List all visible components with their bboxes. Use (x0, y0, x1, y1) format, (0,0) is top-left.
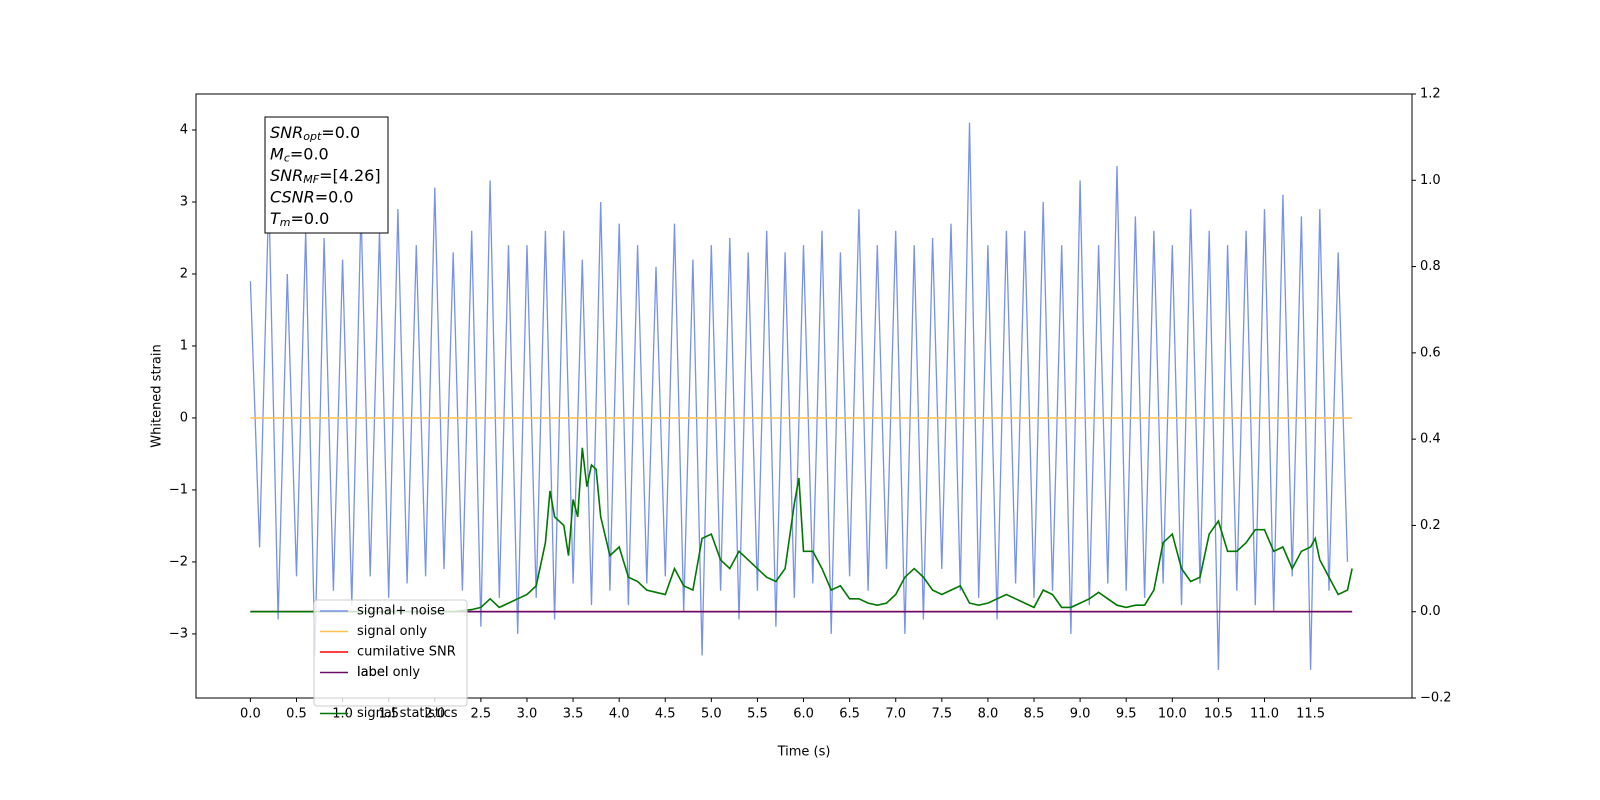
legend-label: cumilative SNR (357, 645, 456, 660)
stats-name: SNR (270, 123, 303, 142)
y2-tick-label: 0.0 (1420, 604, 1441, 619)
y-axis-label: Whitened strain (150, 344, 165, 447)
stats-value: =0.0 (291, 209, 330, 228)
stats-entry: Tm=0.0 (270, 209, 329, 230)
legend: label only signal+ noise signal only cumila… (313, 599, 468, 721)
y2-tick-label: 0.8 (1420, 259, 1441, 274)
stats-value: =0.0 (321, 123, 360, 142)
stats-value: =0.0 (315, 187, 354, 206)
y-tick-label: −2 (169, 554, 188, 569)
x-tick-label: 6.0 (793, 707, 814, 722)
legend-label: signal+ noise (357, 604, 445, 619)
x-tick-label: 11.0 (1250, 707, 1279, 722)
legend-label: signal only (357, 624, 427, 639)
stats-entry: Mc=0.0 (270, 144, 329, 165)
x-tick-label: 2.5 (471, 707, 492, 722)
stats-sub: c (284, 152, 290, 165)
series-line (249, 122, 1349, 670)
x-tick-label: 8.5 (1024, 707, 1045, 722)
y2-tick-label: 0.2 (1420, 518, 1441, 533)
x-tick-label: 11.5 (1296, 707, 1325, 722)
stats-value: =0.0 (290, 144, 329, 163)
x-tick-label: 4.0 (609, 707, 630, 722)
x-tick-label: 4.5 (655, 707, 676, 722)
x-tick-label: 9.0 (1070, 707, 1091, 722)
legend-label: signal statistics (357, 706, 458, 721)
stats-entry: SNRopt=0.0 (270, 123, 360, 144)
stats-box-frame (264, 116, 389, 234)
stats-value: =[4.26] (319, 166, 381, 185)
stats-name: CSNR (270, 187, 315, 206)
x-tick-label: 6.5 (839, 707, 860, 722)
y-tick-label: −1 (169, 482, 188, 497)
y-tick-label: 4 (180, 122, 188, 137)
stats-name: T (270, 209, 281, 228)
stats-sub: opt (303, 130, 322, 143)
legend-extra: label only (357, 665, 420, 680)
y2-tick-label: 0.6 (1420, 345, 1441, 360)
y-tick-label: 2 (180, 266, 188, 281)
stats-entry: SNRMF=[4.26] (270, 166, 381, 187)
x-tick-label: 8.0 (978, 707, 999, 722)
x-tick-label: 5.5 (747, 707, 768, 722)
x-tick-label: 10.5 (1204, 707, 1233, 722)
x-tick-label: 7.0 (885, 707, 906, 722)
legend-label: label (357, 665, 388, 680)
y2-tick-label: 1.2 (1420, 87, 1441, 102)
stats-sub: MF (303, 173, 319, 186)
legend-frame (313, 599, 468, 707)
y-tick-label: −3 (169, 626, 188, 641)
stats-box: SNRopt=0.0Mc=0.0SNRMF=[4.26]CSNR=0.0Tm=0… (264, 116, 389, 234)
stats-name: SNR (270, 166, 303, 185)
stats-sub: m (280, 216, 291, 229)
x-tick-label: 0.5 (286, 707, 307, 722)
x-tick-label: 10.0 (1158, 707, 1187, 722)
x-tick-label: 3.0 (517, 707, 538, 722)
x-tick-label: 9.5 (1116, 707, 1137, 722)
stats-entry: CSNR=0.0 (270, 187, 354, 206)
series-line (250, 447, 1353, 613)
x-tick-label: 0.0 (240, 707, 261, 722)
x-tick-label: 1.5 (378, 707, 399, 722)
y-tick-label: 1 (180, 338, 188, 353)
x-tick-label: 7.5 (931, 707, 952, 722)
x-axis-label: Time (s) (777, 745, 831, 760)
x-tick-label: 3.5 (563, 707, 584, 722)
x-tick-label: 2.0 (424, 707, 445, 722)
x-tick-label: 5.0 (701, 707, 722, 722)
y2-tick-label: −0.2 (1420, 691, 1452, 706)
stats-name: M (270, 144, 284, 163)
y2-tick-label: 1.0 (1420, 173, 1441, 188)
y2-tick-label: 0.4 (1420, 432, 1441, 447)
y-tick-label: 3 (180, 194, 188, 209)
y-tick-label: 0 (180, 410, 188, 425)
